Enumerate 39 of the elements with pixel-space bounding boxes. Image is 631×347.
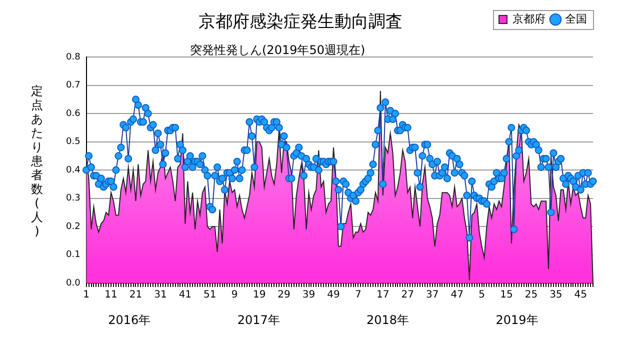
x-tick-label: 51 — [204, 290, 216, 301]
chart-title: 京都府感染症発生動向調査 — [198, 12, 402, 32]
legend-label: 全国 — [565, 12, 587, 26]
text: 2019年 — [496, 313, 538, 328]
x-tick-label: 27 — [401, 290, 414, 301]
x-tick-label: 45 — [574, 290, 588, 301]
x-tick-label: 7 — [355, 290, 362, 301]
x-tick-label: 17 — [376, 290, 390, 301]
y-tick-label: 0.4 — [66, 165, 81, 176]
y-tick-label: 0.8 — [66, 52, 81, 62]
x-tick-label: 47 — [450, 290, 464, 301]
x-tick-label: 9 — [231, 290, 238, 301]
x-tick-label: 37 — [426, 290, 439, 301]
y-tick-label: 0.2 — [66, 222, 80, 232]
x-tick-label: 35 — [550, 290, 562, 301]
x-tick-label: 31 — [154, 290, 167, 301]
chart-subtitle: 突発性発しん(2019年50週現在) — [190, 42, 366, 59]
y-tick-label: 0.1 — [66, 250, 80, 260]
x-tick-label: 29 — [278, 290, 290, 301]
x-tick-label: 39 — [302, 290, 316, 301]
x-tick-label: 21 — [129, 290, 142, 301]
x-tick-label: 15 — [500, 290, 513, 301]
x-tick-label: 1 — [83, 290, 90, 301]
x-tick-label: 49 — [327, 290, 340, 301]
x-tick-label: 5 — [478, 290, 485, 301]
y-tick-label: 0.0 — [66, 278, 81, 288]
x-tick-label: 41 — [178, 290, 192, 301]
text: 2016年 — [108, 313, 151, 328]
y-tick-label: 0.5 — [66, 137, 80, 148]
y-tick-label: 0.6 — [66, 108, 81, 119]
text: 2017年 — [237, 313, 280, 328]
text: 2018年 — [366, 313, 410, 328]
text: 定点あたり患者数(人) — [31, 84, 43, 238]
legend-label: 京都府 — [512, 12, 546, 26]
x-tick-label: 19 — [252, 290, 266, 301]
y-tick-label: 0.7 — [66, 80, 80, 91]
y-tick-label: 0.3 — [66, 194, 80, 204]
x-tick-label: 25 — [524, 290, 538, 301]
x-tick-label: 11 — [104, 290, 118, 301]
